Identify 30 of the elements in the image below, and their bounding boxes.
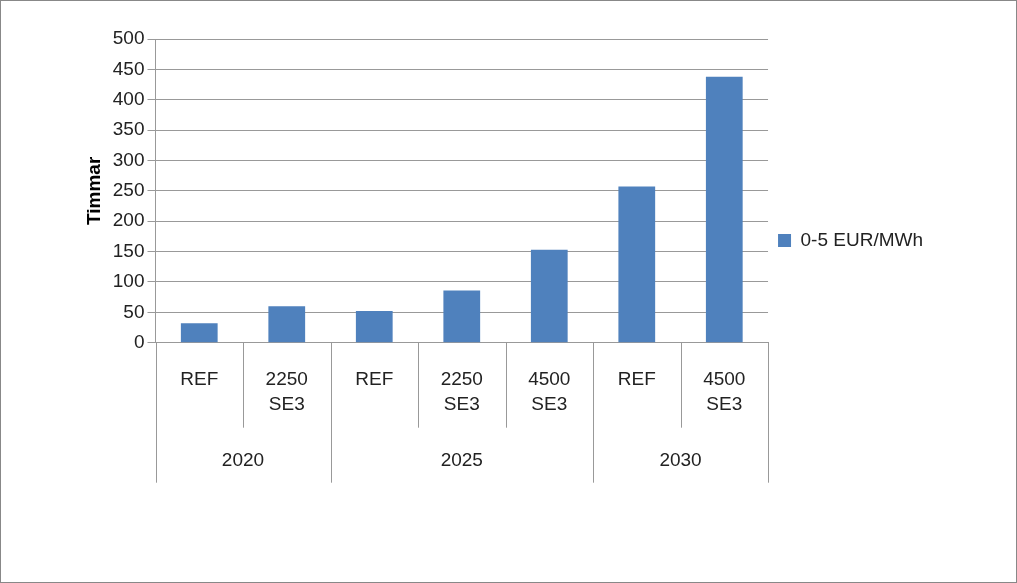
bar <box>618 186 656 343</box>
x-tick-label: REF <box>355 367 394 389</box>
bar <box>705 76 743 343</box>
x-tick-label: 4500 SE3 <box>528 367 571 415</box>
y-tick-label: 400 <box>112 87 145 109</box>
bar <box>355 311 393 343</box>
text: 2020 <box>221 448 265 470</box>
y-tick-label: 200 <box>112 209 145 231</box>
y-tick-label: 50 <box>123 300 145 322</box>
bar <box>180 323 218 343</box>
x-tick-label: 4500 SE3 <box>703 367 746 415</box>
y-tick-label: 150 <box>112 239 145 261</box>
y-axis-title: Timmar <box>82 156 104 225</box>
x-tick-label: 2250 SE3 <box>440 367 483 415</box>
text: 2030 <box>659 448 702 470</box>
y-tick-label: 100 <box>112 270 145 292</box>
legend-label: 0-5 EUR/MWh <box>800 228 924 250</box>
bar <box>268 306 306 343</box>
y-tick-label: 450 <box>112 57 145 79</box>
text: 2025 <box>440 448 483 470</box>
x-tick-label: REF <box>180 367 219 389</box>
y-tick-label: 350 <box>112 118 145 140</box>
y-tick-label: 300 <box>112 148 145 170</box>
x-tick-label: 2250 SE3 <box>265 367 308 415</box>
bar <box>443 290 481 343</box>
y-tick-label: 0 <box>133 330 145 352</box>
x-tick-label: REF <box>617 367 656 389</box>
bar <box>530 249 568 343</box>
y-tick-label: 500 <box>112 27 145 49</box>
y-tick-label: 250 <box>112 179 145 201</box>
